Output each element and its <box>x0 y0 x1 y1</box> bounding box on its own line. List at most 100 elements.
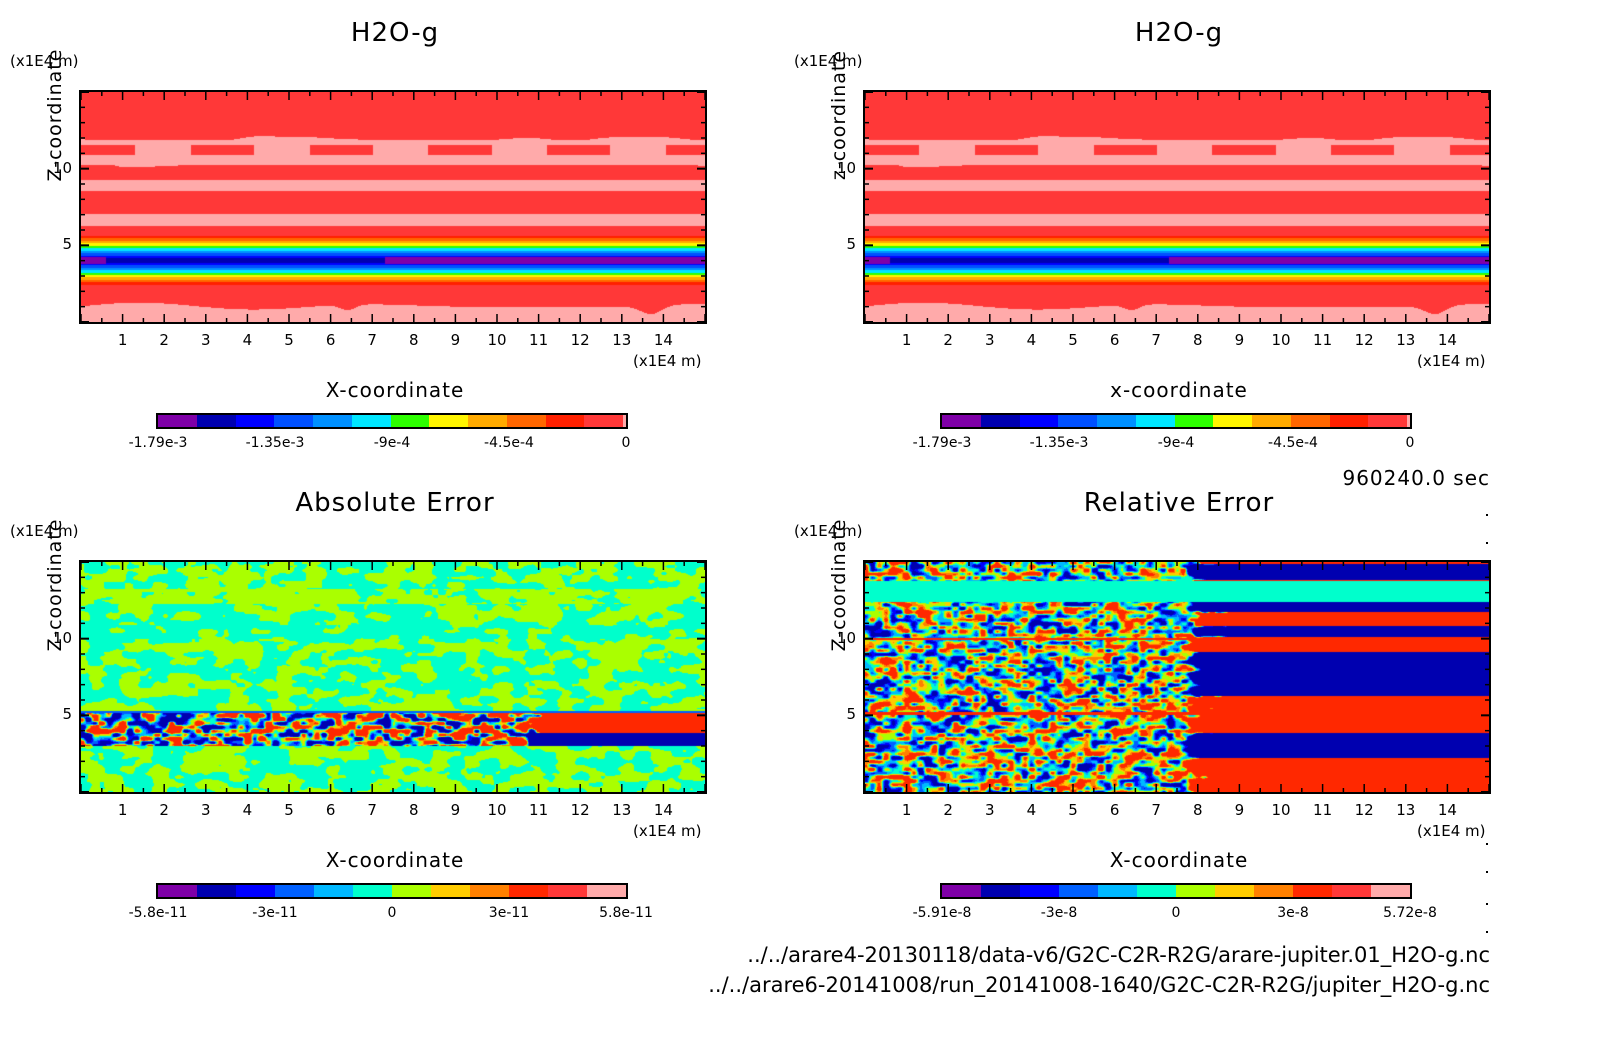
x-tick-label: 3 <box>985 331 995 349</box>
colorbar-tick-label: 5.72e-8 <box>1383 905 1437 921</box>
colorbar-swatch <box>548 885 587 897</box>
colorbar-tick-label: -1.79e-3 <box>912 435 972 451</box>
x-tick-label: 14 <box>653 801 673 819</box>
marker-dot <box>1486 542 1488 544</box>
colorbar-tick-label: -9e-4 <box>373 435 411 451</box>
colorbar-swatch <box>942 415 981 427</box>
colorbar-tick-label: -3e-8 <box>1040 905 1078 921</box>
colorbar-swatch <box>1332 885 1371 897</box>
x-tick-label: 8 <box>1193 801 1203 819</box>
colorbar-swatch <box>1059 885 1098 897</box>
x-tick-label: 6 <box>1109 801 1120 819</box>
marker-dot <box>1486 514 1488 516</box>
colorbar-swatch <box>1058 415 1097 427</box>
x-tick-label: 8 <box>409 801 419 819</box>
x-tick-label: 2 <box>159 801 169 819</box>
colorbar-swatch <box>236 885 275 897</box>
colorbar-swatch <box>623 415 626 427</box>
file-path-2: ../../arare6-20141008/run_20141008-1640/… <box>708 973 1490 997</box>
axis-ticks <box>80 561 706 793</box>
colorbar-swatch <box>509 885 548 897</box>
x-tick-label: 7 <box>1151 331 1161 349</box>
x-tick-label: 12 <box>570 331 590 349</box>
x-tick-label: 2 <box>159 331 169 349</box>
y-unit-label: (x1E4 m) <box>10 52 79 70</box>
x-tick-label: 11 <box>529 331 549 349</box>
colorbar-tick-label: -5.91e-8 <box>912 905 972 921</box>
plot-area <box>863 90 1491 324</box>
colorbar-tick-label: 0 <box>1405 435 1415 451</box>
colorbar-swatch <box>235 415 275 427</box>
x-tick-label: 9 <box>450 331 461 349</box>
x-tick-label: 10 <box>487 801 507 819</box>
x-tick-label: 3 <box>201 801 211 819</box>
x-tick-label: 4 <box>242 801 253 819</box>
x-tick-label: 11 <box>1313 331 1333 349</box>
contour-field <box>81 92 705 322</box>
x-tick-label: 9 <box>450 801 461 819</box>
colorbar-swatch <box>1176 885 1215 897</box>
x-tick-label: 3 <box>201 331 211 349</box>
y-axis-label: Z-coordinate <box>44 48 66 182</box>
contour-field <box>81 562 705 792</box>
colorbar-swatch <box>470 885 509 897</box>
colorbar-swatch <box>314 885 353 897</box>
y-unit-label: (x1E4 m) <box>794 522 863 540</box>
x-tick-label: 1 <box>901 801 912 819</box>
contour-field <box>865 562 1489 792</box>
y-tick-label: 10 <box>52 628 72 647</box>
plot-area <box>79 560 707 794</box>
marker-dot <box>1486 843 1488 845</box>
time-label: 960240.0 sec <box>1342 466 1490 490</box>
colorbar-swatch <box>197 885 236 897</box>
colorbar-swatch <box>506 415 546 427</box>
colorbar-tick-label: 0 <box>387 905 397 921</box>
plot-area <box>863 560 1491 794</box>
colorbar-tick-label: -4.5e-4 <box>484 435 534 451</box>
x-tick-label: 10 <box>1271 801 1291 819</box>
colorbar-tick-label: 0 <box>621 435 631 451</box>
y-axis-label: Z-coordinate <box>828 518 850 652</box>
x-unit-label: (x1E4 m) <box>1417 352 1486 370</box>
colorbar-swatch <box>1290 415 1330 427</box>
y-tick-label: 5 <box>846 235 856 254</box>
x-unit-label: (x1E4 m) <box>633 352 702 370</box>
y-tick-label: 5 <box>62 235 72 254</box>
colorbar-swatch <box>1329 415 1369 427</box>
colorbar <box>940 883 1412 899</box>
x-tick-label: 13 <box>1396 801 1416 819</box>
x-tick-label: 11 <box>1313 801 1333 819</box>
x-tick-label: 3 <box>985 801 995 819</box>
colorbar-swatch <box>313 415 352 427</box>
colorbar-swatch <box>584 415 623 427</box>
colorbar-swatch <box>587 885 626 897</box>
colorbar-swatch <box>1368 415 1407 427</box>
y-tick-label: 10 <box>836 158 856 177</box>
colorbar-tick-label: 5.8e-11 <box>599 905 653 921</box>
axis-ticks <box>864 561 1490 793</box>
colorbar-swatch <box>431 885 470 897</box>
y-tick-label: 10 <box>836 628 856 647</box>
colorbar-tick-label: -1.35e-3 <box>1029 435 1089 451</box>
colorbar-swatch <box>1215 885 1254 897</box>
colorbar-swatch <box>275 885 314 897</box>
x-tick-label: 14 <box>1437 331 1457 349</box>
x-tick-label: 6 <box>1109 331 1120 349</box>
x-tick-label: 4 <box>242 331 253 349</box>
colorbar-swatch <box>1019 415 1059 427</box>
x-tick-label: 10 <box>487 331 507 349</box>
x-tick-label: 7 <box>1151 801 1161 819</box>
colorbar-swatch <box>1293 885 1332 897</box>
colorbar-swatch <box>1135 415 1175 427</box>
colorbar-swatch <box>981 885 1020 897</box>
colorbar-swatch <box>1371 885 1410 897</box>
plot-panel: H2O-g (x1E4 m) Z-coordinate 5 10 1 2 3 4 5 6 7 8 9 10 1… <box>0 0 780 470</box>
colorbar-swatch <box>429 415 468 427</box>
x-tick-label: 5 <box>1068 801 1078 819</box>
colorbar-swatch <box>1097 415 1136 427</box>
x-tick-label: 11 <box>529 801 549 819</box>
colorbar-swatch <box>390 415 430 427</box>
colorbar <box>156 413 628 429</box>
x-tick-label: 5 <box>284 331 294 349</box>
x-tick-label: 6 <box>325 801 336 819</box>
